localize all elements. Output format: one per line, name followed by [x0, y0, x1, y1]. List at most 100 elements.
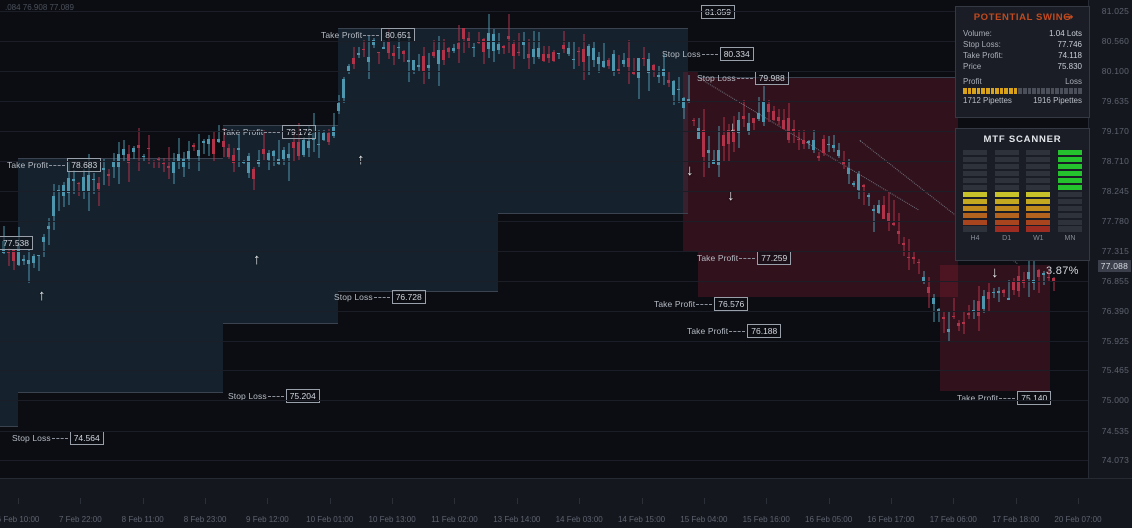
ohlc-readout: .084 76.908 77.089	[5, 3, 74, 12]
gridline	[0, 250, 1088, 252]
price-zone-bullish	[223, 125, 338, 323]
candlestick	[617, 55, 621, 75]
candlestick	[387, 28, 391, 60]
candlestick	[907, 239, 911, 270]
candlestick	[7, 247, 11, 267]
annotation-label: Take Profit	[321, 30, 363, 40]
annotation-connector	[999, 397, 1016, 399]
candlestick	[392, 44, 396, 65]
chart-plot-area[interactable]: .084 76.908 77.089 3.87% ↑ ↑ ↑ ↓ ↓ ↓ ↓ Take Pr…	[0, 0, 1088, 478]
price-axis[interactable]: 81.025 80.560 80.100 79.635 79.170 78.710 78.2…	[1088, 0, 1132, 478]
profit-loss-segment	[1064, 88, 1069, 94]
time-axis-tickmark	[953, 498, 955, 504]
annotation-price-box: 80.651	[381, 28, 416, 42]
mtf-column-h4[interactable]: H4	[963, 150, 987, 242]
mtf-segment	[963, 170, 987, 177]
mtf-segment	[994, 177, 1019, 184]
candlestick	[227, 144, 231, 159]
time-axis-tick: 16 Feb 17:00	[867, 515, 915, 524]
mtf-scanner-panel[interactable]: MTF SCANNER H4 D1 W1 MN	[955, 128, 1090, 261]
candlestick	[567, 40, 571, 57]
profit-loss-segment	[972, 88, 976, 94]
candlestick	[877, 199, 881, 214]
candlestick	[847, 159, 851, 184]
candlestick	[292, 130, 296, 162]
profit-loss-segment	[1013, 88, 1018, 94]
candlestick	[397, 38, 401, 59]
price-axis-tick: 77.088	[1097, 259, 1131, 272]
candlestick	[342, 76, 346, 104]
level-step-line	[223, 125, 338, 126]
candlestick	[212, 130, 216, 162]
candlestick	[87, 153, 91, 211]
candlestick	[677, 76, 681, 103]
mtf-column-mn[interactable]: MN	[1057, 150, 1082, 242]
time-axis[interactable]: 6 Feb 10:00 7 Feb 22:00 8 Feb 11:00 8 Feb 2…	[0, 478, 1132, 528]
candlestick	[752, 117, 756, 131]
candlestick	[1032, 259, 1036, 291]
swing-info-label: Stop Loss:	[963, 40, 1001, 49]
price-axis-tick: 77.780	[1101, 215, 1129, 226]
mtf-segment	[1026, 177, 1051, 184]
price-zone-bullish	[18, 158, 223, 392]
candlestick	[367, 34, 371, 79]
annotation-connector	[49, 164, 66, 166]
mtf-segment	[1057, 219, 1082, 225]
candlestick	[522, 31, 526, 60]
profit-loss-segment	[1055, 88, 1059, 94]
candlestick	[792, 119, 796, 143]
candlestick	[142, 154, 146, 161]
mtf-segment	[1026, 212, 1051, 219]
mtf-segment	[994, 150, 1019, 156]
mtf-segment	[1026, 191, 1051, 198]
candlestick	[77, 181, 81, 197]
candlestick	[967, 305, 971, 320]
time-axis-tick: 14 Feb 15:00	[617, 515, 666, 524]
candlestick	[467, 31, 471, 48]
candlestick	[837, 143, 841, 159]
mtf-column-w1[interactable]: W1	[1026, 150, 1051, 242]
mtf-segment	[994, 191, 1019, 198]
candlestick	[762, 86, 766, 126]
candlestick	[542, 46, 546, 63]
gridline	[0, 190, 1088, 192]
candlestick	[942, 311, 946, 333]
mtf-segment	[994, 212, 1019, 219]
mtf-column-label: W1	[1033, 235, 1044, 242]
mtf-column-d1[interactable]: D1	[994, 150, 1019, 242]
candlestick	[972, 300, 976, 319]
candlestick	[102, 158, 106, 186]
candlestick	[1012, 278, 1016, 296]
annotation-label: Take Profit	[7, 160, 49, 170]
sell-arrow-icon: ↓	[727, 187, 735, 204]
mtf-segment	[1026, 205, 1051, 212]
candlestick	[997, 286, 1001, 302]
candlestick	[747, 113, 751, 135]
candlestick	[487, 14, 491, 58]
time-axis-tickmark	[18, 498, 19, 504]
candlestick	[12, 248, 16, 270]
annotation-connector	[736, 77, 753, 79]
price-axis-tick: 79.170	[1101, 126, 1129, 137]
potential-swing-panel[interactable]: POTENTIAL SWING ➞ Volume: 1.04 Lots Stop L…	[955, 6, 1090, 118]
candlestick	[842, 151, 846, 169]
candlestick	[632, 58, 636, 76]
annotation-label: Stop Loss	[228, 391, 267, 401]
price-zone-bearish	[698, 77, 958, 251]
candlestick	[52, 183, 56, 230]
candlestick	[857, 171, 861, 200]
candlestick	[637, 57, 641, 99]
gridline	[0, 11, 1088, 13]
mtf-segment	[1057, 150, 1082, 156]
profit-loss-segment	[967, 88, 972, 94]
candlestick	[322, 130, 326, 142]
loss-pipettes: 1916 Pipettes	[1033, 96, 1082, 105]
swing-pipette-values: 1712 Pipettes 1916 Pipettes	[963, 96, 1082, 105]
candlestick	[757, 97, 761, 121]
time-axis-tickmark	[1015, 498, 1017, 504]
profit-loss-segment	[1073, 88, 1078, 94]
candlestick	[922, 271, 926, 284]
mtf-segment	[994, 226, 1019, 232]
candlestick	[727, 123, 731, 161]
candlestick	[927, 277, 931, 309]
